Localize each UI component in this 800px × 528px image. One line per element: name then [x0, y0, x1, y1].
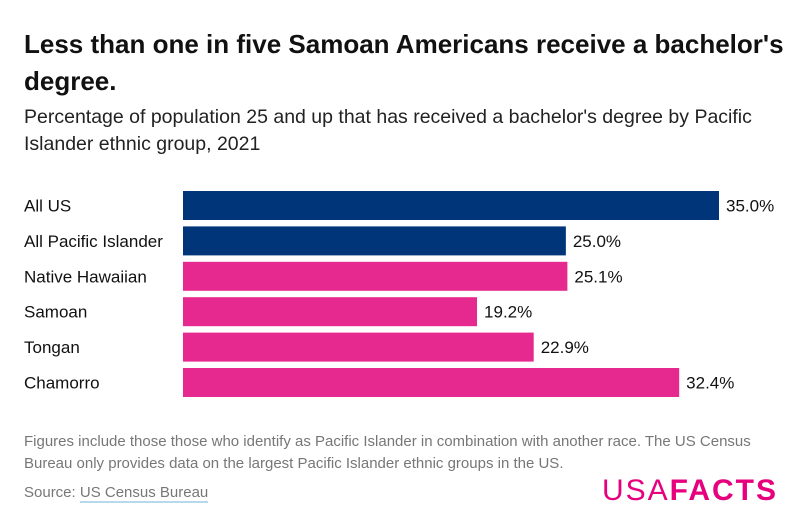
bar: [183, 261, 568, 291]
bar-chart: All US 35.0% All Pacific Islander 25.0% Nati…: [24, 191, 774, 397]
logo-facts: FACTS: [669, 474, 778, 507]
source-label: Source:: [24, 484, 80, 501]
usafacts-logo: USAFACTS: [602, 474, 778, 508]
logo-usa: USA: [601, 474, 670, 507]
source-link[interactable]: US Census Bureau: [79, 484, 209, 503]
chart-subtitle: Percentage of population 25 and up that …: [24, 106, 752, 155]
bar: [183, 297, 478, 327]
data-label: 32.4%: [686, 374, 734, 393]
category-label: Tongan: [24, 338, 80, 357]
data-label: 35.0%: [726, 197, 774, 216]
bar: [183, 368, 680, 397]
category-label: All Pacific Islander: [24, 232, 163, 251]
source-line: Source: US Census Bureau: [24, 484, 209, 503]
chart-title: Less than one in five Samoan Americans r…: [24, 29, 784, 96]
bar: [183, 332, 534, 362]
bar: [183, 191, 719, 220]
category-label: All US: [24, 197, 71, 216]
data-label: 25.0%: [573, 232, 621, 251]
category-label: Native Hawaiian: [24, 267, 147, 286]
data-label: 22.9%: [541, 338, 589, 357]
footnote: Figures include those those who identify…: [24, 433, 751, 472]
bar: [183, 226, 566, 256]
category-label: Samoan: [24, 303, 87, 322]
data-label: 19.2%: [484, 303, 532, 322]
data-label: 25.1%: [574, 267, 622, 286]
category-label: Chamorro: [24, 374, 100, 393]
